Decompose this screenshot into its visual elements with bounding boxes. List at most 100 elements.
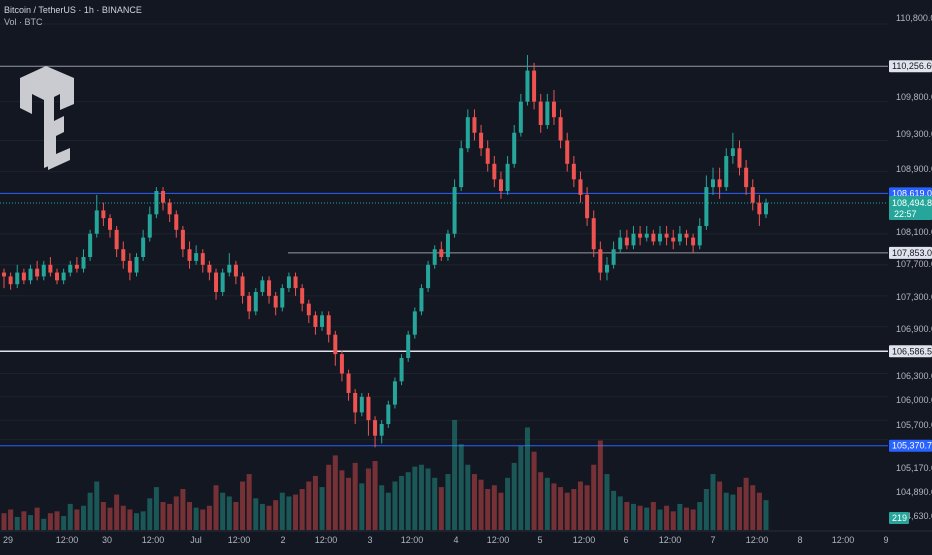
candle-body xyxy=(174,214,179,230)
candle-body xyxy=(373,420,378,436)
volume-bar xyxy=(717,481,723,530)
volume-bar xyxy=(392,481,398,530)
volume-bar xyxy=(352,462,358,530)
volume-bar xyxy=(564,492,570,530)
time-tick-label: 12:00 xyxy=(56,535,79,545)
volume-bar xyxy=(670,511,676,530)
candle-body xyxy=(618,237,623,250)
volume-bar xyxy=(399,475,405,530)
level-price-label: 105,370.74 xyxy=(892,441,932,451)
volume-bar xyxy=(524,427,530,530)
volume-bar xyxy=(485,488,491,530)
candle-body xyxy=(485,148,490,164)
candle-body xyxy=(571,163,576,180)
candle-body xyxy=(55,272,60,281)
candle-body xyxy=(194,253,199,261)
time-tick-label: 5 xyxy=(537,535,542,545)
volume-bar xyxy=(558,487,564,530)
candle-body xyxy=(677,233,682,242)
candle-body xyxy=(644,233,649,238)
volume-bar xyxy=(100,502,106,530)
candle-body xyxy=(180,229,185,250)
level-price-label: 110,256.60 xyxy=(892,61,932,71)
volume-bar xyxy=(299,488,305,530)
volume-bar xyxy=(743,477,749,530)
time-tick-label: 12:00 xyxy=(659,535,682,545)
time-tick-label: 8 xyxy=(797,535,802,545)
volume-bar xyxy=(551,483,557,530)
chart-header: Bitcoin / TetherUS · 1h · BINANCE Vol · … xyxy=(4,4,142,28)
candle-body xyxy=(313,315,318,327)
volume-bar xyxy=(306,481,312,530)
volume-legend[interactable]: Vol · BTC xyxy=(4,17,43,27)
candle-body xyxy=(578,179,583,195)
volume-bars xyxy=(1,420,769,530)
volume-bar xyxy=(1,513,7,530)
candle-body xyxy=(717,179,722,188)
candle-body xyxy=(399,358,404,382)
candle-body xyxy=(545,101,550,125)
volume-bar xyxy=(604,474,610,530)
candle-body xyxy=(127,260,132,273)
level-price-label: 108,619.09 xyxy=(892,188,932,198)
candle-body xyxy=(267,280,272,296)
candle-body xyxy=(518,101,523,133)
price-tick-label: 107,300.00 xyxy=(896,292,932,302)
candle-body xyxy=(604,264,609,273)
volume-bar xyxy=(723,492,729,530)
time-tick-label: 4 xyxy=(453,535,458,545)
volume-bar xyxy=(498,492,504,530)
time-tick-label: 6 xyxy=(623,535,628,545)
volume-bar xyxy=(452,420,458,530)
volume-bar xyxy=(187,502,193,530)
candle-body xyxy=(392,381,397,405)
candle-body xyxy=(651,233,656,242)
volume-bar xyxy=(339,470,345,530)
time-axis[interactable]: 29 12:00 30 12:00 Jul 12:00 2 12:00 3 12:00 4 12:00… xyxy=(0,530,932,545)
volume-bar xyxy=(677,503,683,530)
symbol-title[interactable]: Bitcoin / TetherUS · 1h · BINANCE xyxy=(4,5,142,15)
volume-bar xyxy=(81,505,87,530)
candle-body xyxy=(21,272,26,281)
candle-body xyxy=(757,202,762,215)
volume-bar xyxy=(710,474,716,530)
volume-bar xyxy=(160,502,166,530)
volume-bar xyxy=(28,515,34,530)
price-axis[interactable]: 110,800.00 109,800.00 109,300.00 108,900.00… xyxy=(889,0,932,530)
candle-body xyxy=(710,179,715,188)
volume-bar xyxy=(703,488,709,530)
volume-bar xyxy=(21,511,27,530)
candle-body xyxy=(8,276,13,285)
level-price-badge xyxy=(889,439,932,452)
candle-body xyxy=(551,101,556,118)
time-tick-label: 7 xyxy=(710,535,715,545)
volume-bar xyxy=(286,496,292,530)
candle-body xyxy=(167,202,172,215)
candle-body xyxy=(505,163,510,191)
candles xyxy=(2,55,768,448)
volume-bar xyxy=(617,496,623,530)
level-price-badge xyxy=(889,246,932,259)
price-tick-label: 106,900.00 xyxy=(896,324,932,334)
candle-body xyxy=(147,214,152,238)
volume-bar xyxy=(293,494,299,530)
volume-bar xyxy=(518,446,524,530)
volume-bar xyxy=(637,505,643,530)
volume-bar xyxy=(756,492,762,530)
candle-body xyxy=(591,218,596,250)
time-tick-label: 2 xyxy=(280,535,285,545)
candle-body xyxy=(624,237,629,246)
volume-bar xyxy=(445,474,451,530)
horizontal-levels xyxy=(0,65,888,447)
candle-body xyxy=(94,210,99,234)
volume-bar xyxy=(206,505,212,530)
time-tick-label: 30 xyxy=(102,535,112,545)
volume-bar xyxy=(736,487,742,530)
candle-body xyxy=(15,272,20,285)
volume-badge-label: 219 xyxy=(892,513,907,523)
candle-body xyxy=(108,218,113,230)
candle-body xyxy=(479,132,484,149)
candle-body xyxy=(247,295,252,312)
